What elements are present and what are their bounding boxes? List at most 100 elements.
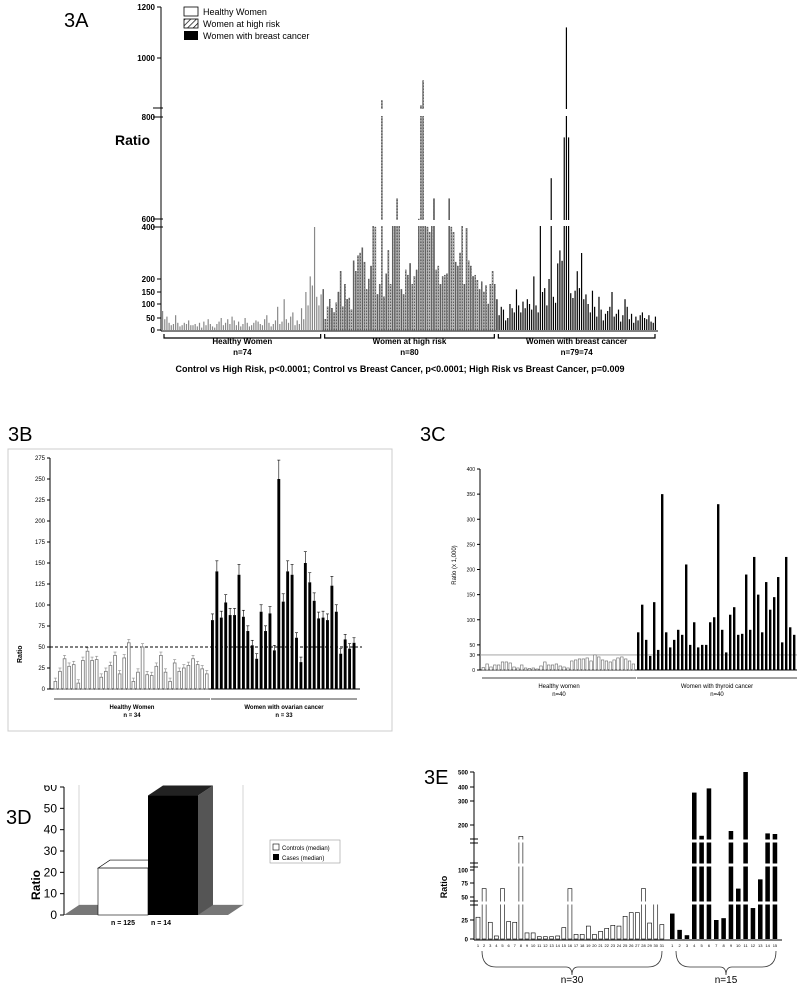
bar — [669, 647, 672, 670]
bar — [194, 324, 196, 330]
bar — [383, 296, 385, 331]
bar — [487, 303, 490, 331]
bar — [370, 265, 372, 331]
bar — [149, 675, 154, 690]
bar — [570, 660, 574, 671]
bar — [394, 224, 396, 331]
stats-footnote: Control vs High Risk, p<0.0001; Control … — [176, 364, 625, 374]
bar — [520, 664, 524, 671]
y-tick-label: 200 — [458, 824, 469, 830]
bar — [154, 665, 159, 690]
bar — [166, 316, 168, 330]
bar — [350, 309, 353, 331]
bar — [585, 294, 587, 330]
bar — [661, 494, 664, 671]
y-tick-label: 0 — [151, 326, 156, 335]
bar — [511, 308, 513, 330]
bar — [693, 622, 696, 670]
y-tick-label: 225 — [35, 498, 46, 504]
bar — [587, 304, 589, 330]
bar — [527, 668, 531, 671]
y-axis-label: Ratio — [439, 875, 449, 898]
bar — [613, 316, 615, 330]
bar — [500, 661, 505, 671]
bar — [303, 319, 305, 330]
group-label: Healthy Women — [110, 705, 155, 711]
bar — [586, 925, 591, 940]
bar — [589, 660, 593, 671]
bar — [352, 260, 355, 331]
bar — [581, 253, 583, 330]
y-tick-label: 250 — [35, 477, 46, 483]
bar — [713, 617, 716, 670]
group-label: Healthy Women — [212, 337, 272, 346]
bar — [164, 319, 166, 330]
bar — [220, 318, 222, 330]
bar — [653, 902, 659, 940]
bar — [729, 614, 732, 670]
bar — [191, 658, 195, 690]
bar — [549, 936, 554, 940]
bar — [624, 299, 626, 330]
bar — [749, 629, 752, 670]
bar — [461, 226, 463, 331]
bar — [316, 296, 318, 330]
bar — [561, 927, 567, 940]
bar — [426, 226, 429, 331]
bar — [467, 260, 470, 331]
bar — [277, 306, 279, 330]
bar — [685, 564, 688, 670]
bar-n-label: n = 125 — [111, 920, 135, 927]
bar — [714, 920, 719, 939]
group-n: n=15 — [715, 975, 738, 986]
y-tick-label: 75 — [461, 882, 468, 888]
axis-break-gap — [162, 220, 658, 226]
bar — [604, 660, 608, 671]
panel-3c-chart: Ratio (x 1,000) 0 30 50 100 150 200 250 300 350 4… — [452, 467, 797, 698]
bar — [454, 261, 457, 331]
panel-3c-label: 3C — [420, 424, 446, 446]
y-tick-label: 60 — [44, 785, 58, 794]
x-tick-label: 2 — [678, 943, 681, 948]
bar — [81, 660, 85, 690]
y-tick-label: 50 — [44, 801, 58, 815]
x-tick-label: 9 — [730, 943, 733, 948]
bar-n-label: n = 14 — [151, 920, 171, 927]
x-tick-label: 20 — [592, 943, 597, 948]
bar — [99, 676, 104, 690]
x-tick-label: 14 — [555, 943, 560, 948]
legend-label: Cases (median) — [282, 856, 324, 862]
bar — [562, 666, 566, 671]
legend-label: Healthy Women — [203, 7, 267, 17]
x-tick-label: 15 — [562, 943, 567, 948]
bar — [548, 279, 550, 330]
bar — [494, 935, 499, 940]
bar — [237, 321, 240, 330]
bar — [313, 227, 316, 330]
bar — [624, 658, 628, 671]
bar — [248, 326, 251, 330]
bar — [372, 226, 374, 331]
y-tick-label: 1200 — [137, 3, 155, 12]
x-tick-label: 4 — [693, 943, 696, 948]
bar — [344, 284, 346, 331]
bar — [604, 313, 607, 330]
x-tick-label: 7 — [514, 943, 517, 948]
bar — [630, 313, 633, 330]
group-label: Women at high risk — [373, 337, 447, 346]
x-tick-label: 30 — [654, 943, 659, 948]
y-tick-label: 300 — [467, 517, 476, 523]
bar — [113, 654, 117, 690]
bar — [565, 27, 568, 331]
bar — [335, 302, 338, 331]
x-tick-label: 11 — [537, 943, 542, 948]
bar — [437, 265, 440, 331]
bar — [433, 198, 435, 331]
y-tick-label: 350 — [467, 492, 476, 498]
bar — [452, 232, 455, 331]
bar — [772, 834, 778, 939]
bar — [725, 652, 728, 670]
x-tick-label: 12 — [751, 943, 756, 948]
y-tick-label: 175 — [35, 540, 46, 546]
bar — [300, 308, 303, 330]
